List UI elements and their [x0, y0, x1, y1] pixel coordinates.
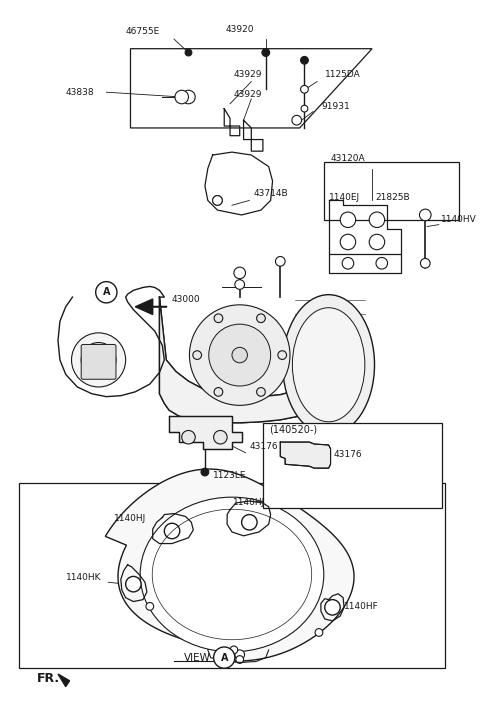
Circle shape: [232, 347, 247, 363]
Polygon shape: [105, 469, 354, 661]
Text: 1140HJ: 1140HJ: [114, 514, 146, 523]
FancyBboxPatch shape: [81, 345, 116, 379]
Polygon shape: [58, 674, 70, 686]
Text: 43838: 43838: [66, 88, 95, 97]
Circle shape: [201, 468, 209, 476]
Text: FR.: FR.: [37, 672, 60, 686]
Circle shape: [81, 342, 116, 378]
Polygon shape: [159, 297, 327, 423]
Circle shape: [72, 333, 126, 387]
Circle shape: [285, 450, 295, 460]
Text: VIEW: VIEW: [184, 653, 211, 663]
Circle shape: [340, 212, 356, 227]
Circle shape: [213, 196, 222, 205]
Circle shape: [300, 85, 308, 93]
Circle shape: [420, 258, 430, 268]
Circle shape: [420, 209, 431, 221]
Circle shape: [164, 523, 180, 538]
Circle shape: [236, 656, 243, 664]
Circle shape: [175, 90, 189, 104]
Text: (140520-): (140520-): [269, 425, 317, 435]
Text: A: A: [103, 287, 110, 297]
Circle shape: [325, 600, 340, 615]
Circle shape: [292, 115, 301, 125]
Text: 43176: 43176: [334, 450, 362, 459]
Polygon shape: [135, 299, 153, 315]
Text: 1140HF: 1140HF: [344, 602, 379, 611]
Text: 1140HV: 1140HV: [441, 215, 477, 225]
Circle shape: [230, 646, 238, 654]
Bar: [324, 162, 459, 220]
Text: 21825B: 21825B: [375, 193, 409, 202]
Circle shape: [369, 212, 384, 227]
Text: 1140HJ: 1140HJ: [233, 498, 265, 508]
Circle shape: [278, 351, 287, 360]
Text: 43120A: 43120A: [331, 154, 365, 164]
Circle shape: [315, 628, 323, 636]
Circle shape: [262, 49, 270, 56]
Circle shape: [214, 388, 223, 396]
Text: 43920: 43920: [226, 25, 254, 34]
Circle shape: [193, 351, 202, 360]
Text: 1140EJ: 1140EJ: [329, 193, 360, 202]
Circle shape: [257, 314, 265, 322]
Text: 46755E: 46755E: [126, 26, 160, 36]
Circle shape: [235, 650, 244, 659]
Circle shape: [301, 105, 308, 112]
Text: 1125DA: 1125DA: [325, 70, 360, 79]
Circle shape: [319, 447, 329, 457]
Text: 43714B: 43714B: [253, 189, 288, 198]
Circle shape: [234, 267, 245, 279]
Circle shape: [182, 90, 195, 104]
Text: 43929: 43929: [234, 70, 263, 79]
Circle shape: [369, 235, 384, 250]
Text: 91931: 91931: [321, 102, 349, 112]
Text: 43929: 43929: [234, 89, 263, 99]
Circle shape: [213, 196, 222, 205]
Text: 43176: 43176: [250, 443, 278, 451]
Circle shape: [214, 314, 223, 322]
Circle shape: [340, 235, 356, 250]
Circle shape: [146, 603, 154, 610]
Circle shape: [190, 305, 290, 405]
Ellipse shape: [283, 295, 374, 435]
Circle shape: [214, 647, 235, 669]
Circle shape: [257, 388, 265, 396]
Circle shape: [209, 324, 271, 386]
Circle shape: [300, 56, 308, 64]
Bar: [263, 423, 442, 508]
Polygon shape: [169, 416, 241, 449]
Text: 1123LE: 1123LE: [213, 471, 246, 480]
Polygon shape: [280, 442, 331, 468]
Circle shape: [214, 430, 227, 444]
Circle shape: [376, 257, 387, 269]
Text: 43000: 43000: [172, 295, 201, 305]
Ellipse shape: [140, 497, 324, 652]
Text: 1140HK: 1140HK: [66, 573, 101, 582]
Circle shape: [241, 515, 257, 530]
Bar: [19, 483, 444, 669]
Ellipse shape: [292, 307, 365, 422]
Circle shape: [185, 49, 192, 56]
Circle shape: [126, 576, 141, 592]
Text: A: A: [220, 653, 228, 663]
Circle shape: [235, 280, 244, 290]
Circle shape: [342, 257, 354, 269]
Circle shape: [182, 430, 195, 444]
Circle shape: [276, 257, 285, 266]
Circle shape: [96, 282, 117, 303]
